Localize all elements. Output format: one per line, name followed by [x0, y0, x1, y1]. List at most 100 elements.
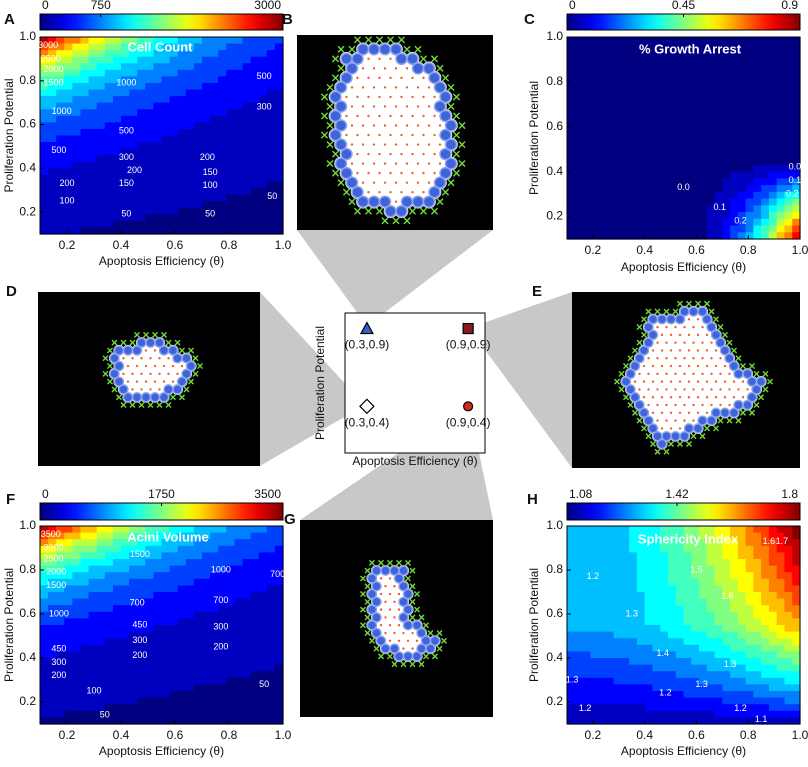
contour-cell: [178, 585, 187, 592]
contour-cell: [784, 711, 792, 718]
contour-cell: [637, 645, 645, 652]
contour-cell: [113, 625, 122, 632]
contour-cell: [660, 572, 668, 579]
contour-cell: [629, 165, 637, 172]
contour-cell: [162, 155, 171, 162]
contour-cell: [614, 526, 622, 533]
contour-cell: [575, 91, 583, 98]
contour-cell: [738, 158, 746, 165]
lumen-cell: [378, 115, 380, 117]
lumen-cell: [643, 396, 645, 398]
contour-cell: [251, 618, 260, 625]
contour-cell: [777, 665, 785, 672]
contour-cell: [629, 691, 637, 698]
contour-cell: [746, 572, 754, 579]
contour-cell: [614, 131, 622, 138]
contour-cell: [722, 77, 730, 84]
lumen-cell: [692, 373, 694, 375]
contour-cell: [97, 57, 106, 64]
y-tick-label: 0.2: [19, 694, 36, 708]
contour-cell: [691, 658, 699, 665]
contour-cell: [684, 84, 692, 91]
contour-cell: [730, 572, 738, 579]
contour-cell: [153, 83, 162, 90]
contour-cell: [567, 579, 575, 586]
contour-cell: [40, 149, 49, 156]
contour-cell: [72, 50, 81, 57]
contour-cell: [162, 691, 171, 698]
contour-cell: [621, 566, 629, 573]
contour-cell: [637, 605, 645, 612]
contour-cell: [267, 605, 276, 612]
contour-cell: [792, 84, 800, 91]
lumen-cell: [145, 380, 147, 382]
contour-cell: [178, 70, 187, 77]
contour-cell: [792, 632, 800, 639]
contour-cell: [621, 219, 629, 226]
contour-cell: [645, 704, 653, 711]
contour-cell: [243, 658, 252, 665]
contour-cell: [575, 111, 583, 118]
contour-label: 1000: [52, 106, 72, 116]
contour-cell: [259, 671, 268, 678]
contour-cell: [629, 205, 637, 212]
lumen-cell: [710, 373, 712, 375]
contour-cell: [606, 678, 614, 685]
lumen-cell: [384, 143, 386, 145]
contour-cell: [769, 691, 777, 698]
contour-cell: [645, 84, 653, 91]
contour-cell: [48, 698, 57, 705]
contour-cell: [162, 208, 171, 215]
contour-cell: [234, 76, 243, 83]
lumen-cell: [380, 593, 382, 595]
lumen-cell: [428, 105, 430, 107]
contour-cell: [691, 671, 699, 678]
contour-cell: [614, 638, 622, 645]
colorbar: [40, 14, 283, 30]
lumen-cell: [406, 67, 408, 69]
contour-cell: [606, 658, 614, 665]
contour-cell: [746, 539, 754, 546]
contour-cell: [769, 632, 777, 639]
lumen-cell: [719, 373, 721, 375]
contour-cell: [210, 658, 219, 665]
contour-cell: [178, 188, 187, 195]
contour-cell: [590, 533, 598, 540]
contour-cell: [210, 122, 219, 129]
lumen-cell: [145, 365, 147, 367]
contour-cell: [621, 57, 629, 64]
cell-image: [300, 520, 493, 717]
contour-cell: [259, 533, 268, 540]
contour-cell: [210, 221, 219, 228]
contour-cell: [137, 142, 146, 149]
lumen-cell: [656, 404, 658, 406]
contour-cell: [97, 638, 106, 645]
lumen-cell: [679, 365, 681, 367]
contour-cell: [668, 552, 676, 559]
contour-cell: [81, 50, 90, 57]
contour-cell: [606, 145, 614, 152]
contour-cell: [178, 579, 187, 586]
contour-cell: [769, 131, 777, 138]
lumen-cell: [362, 162, 364, 164]
contour-cell: [761, 205, 769, 212]
contour-cell: [598, 131, 606, 138]
contour-cell: [792, 226, 800, 233]
contour-cell: [81, 70, 90, 77]
contour-cell: [777, 645, 785, 652]
contour-cell: [72, 44, 81, 51]
contour-cell: [629, 658, 637, 665]
lumen-cell: [697, 396, 699, 398]
contour-cell: [722, 118, 730, 125]
contour-cell: [251, 208, 260, 215]
contour-cell: [777, 599, 785, 606]
lumen-cell: [710, 404, 712, 406]
contour-cell: [684, 638, 692, 645]
contour-cell: [97, 122, 106, 129]
contour-cell: [738, 57, 746, 64]
contour-cell: [137, 136, 146, 143]
contour-cell: [129, 684, 138, 691]
contour-cell: [234, 162, 243, 169]
contour-cell: [645, 118, 653, 125]
contour-cell: [637, 618, 645, 625]
